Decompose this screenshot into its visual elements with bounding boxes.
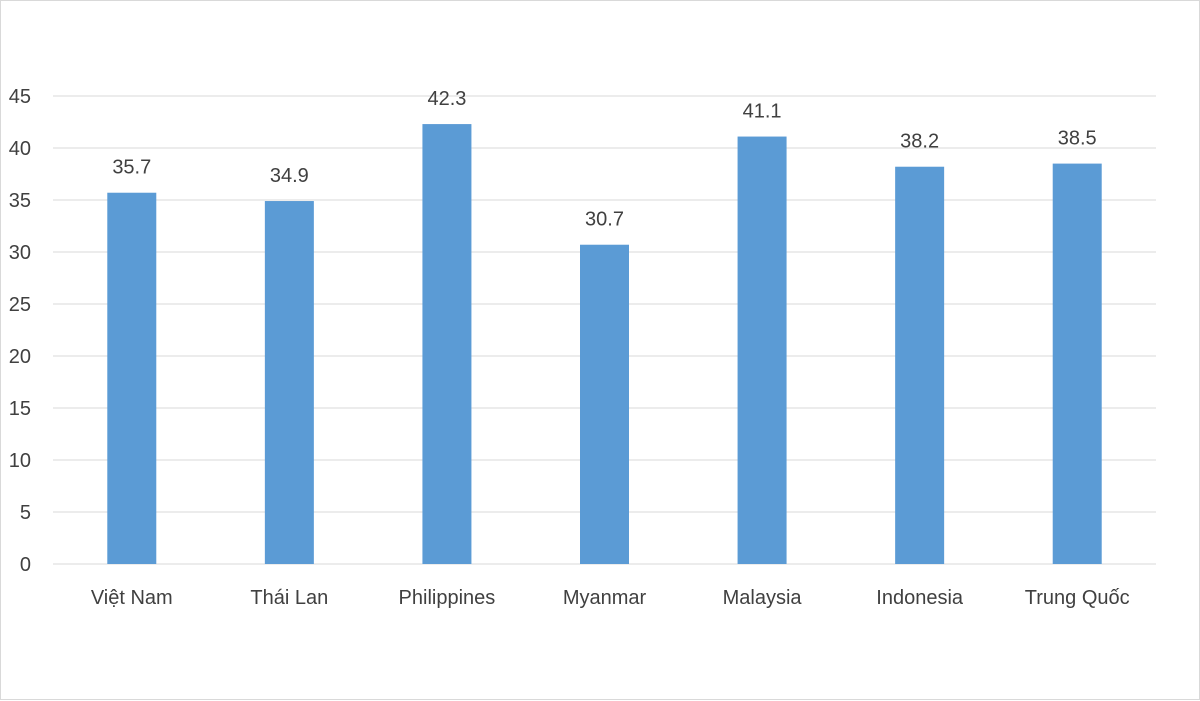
y-axis-tick-labels: 0 5 10 15 20 25 30 35 40 45 bbox=[9, 86, 31, 576]
x-category-label: Philippines bbox=[399, 587, 496, 609]
x-category-label: Malaysia bbox=[723, 587, 803, 609]
data-label: 30.7 bbox=[585, 209, 624, 231]
bar bbox=[422, 124, 472, 564]
data-label: 42.3 bbox=[427, 88, 466, 110]
y-tick-label: 25 bbox=[9, 294, 31, 316]
x-category-label: Myanmar bbox=[563, 587, 647, 609]
bar bbox=[1052, 163, 1102, 564]
bar bbox=[580, 244, 629, 564]
bar bbox=[737, 136, 787, 564]
bar bbox=[895, 166, 945, 564]
y-tick-label: 30 bbox=[9, 242, 31, 264]
x-category-label: Thái Lan bbox=[250, 587, 328, 609]
data-label: 41.1 bbox=[743, 101, 782, 123]
y-tick-label: 45 bbox=[9, 86, 31, 108]
y-tick-label: 40 bbox=[9, 138, 31, 160]
y-tick-label: 10 bbox=[9, 450, 31, 472]
y-tick-label: 15 bbox=[9, 398, 31, 420]
y-tick-label: 0 bbox=[20, 554, 31, 576]
data-label: 35.7 bbox=[112, 157, 151, 179]
x-axis-category-labels: Việt Nam Thái Lan Philippines Myanmar Malays… bbox=[91, 587, 1130, 609]
bars bbox=[107, 124, 1102, 565]
data-labels: 35.7 34.9 42.3 30.7 41.1 38.2 38.5 bbox=[112, 88, 1096, 231]
data-label: 38.5 bbox=[1058, 128, 1097, 150]
data-label: 38.2 bbox=[900, 131, 939, 153]
x-category-label: Việt Nam bbox=[91, 587, 173, 609]
x-category-label: Trung Quốc bbox=[1025, 587, 1130, 609]
bar bbox=[107, 192, 157, 564]
bar bbox=[264, 201, 314, 565]
x-category-label: Indonesia bbox=[876, 587, 964, 609]
data-label: 34.9 bbox=[270, 165, 309, 187]
y-tick-label: 35 bbox=[9, 190, 31, 212]
y-tick-label: 5 bbox=[20, 502, 31, 524]
y-tick-label: 20 bbox=[9, 346, 31, 368]
